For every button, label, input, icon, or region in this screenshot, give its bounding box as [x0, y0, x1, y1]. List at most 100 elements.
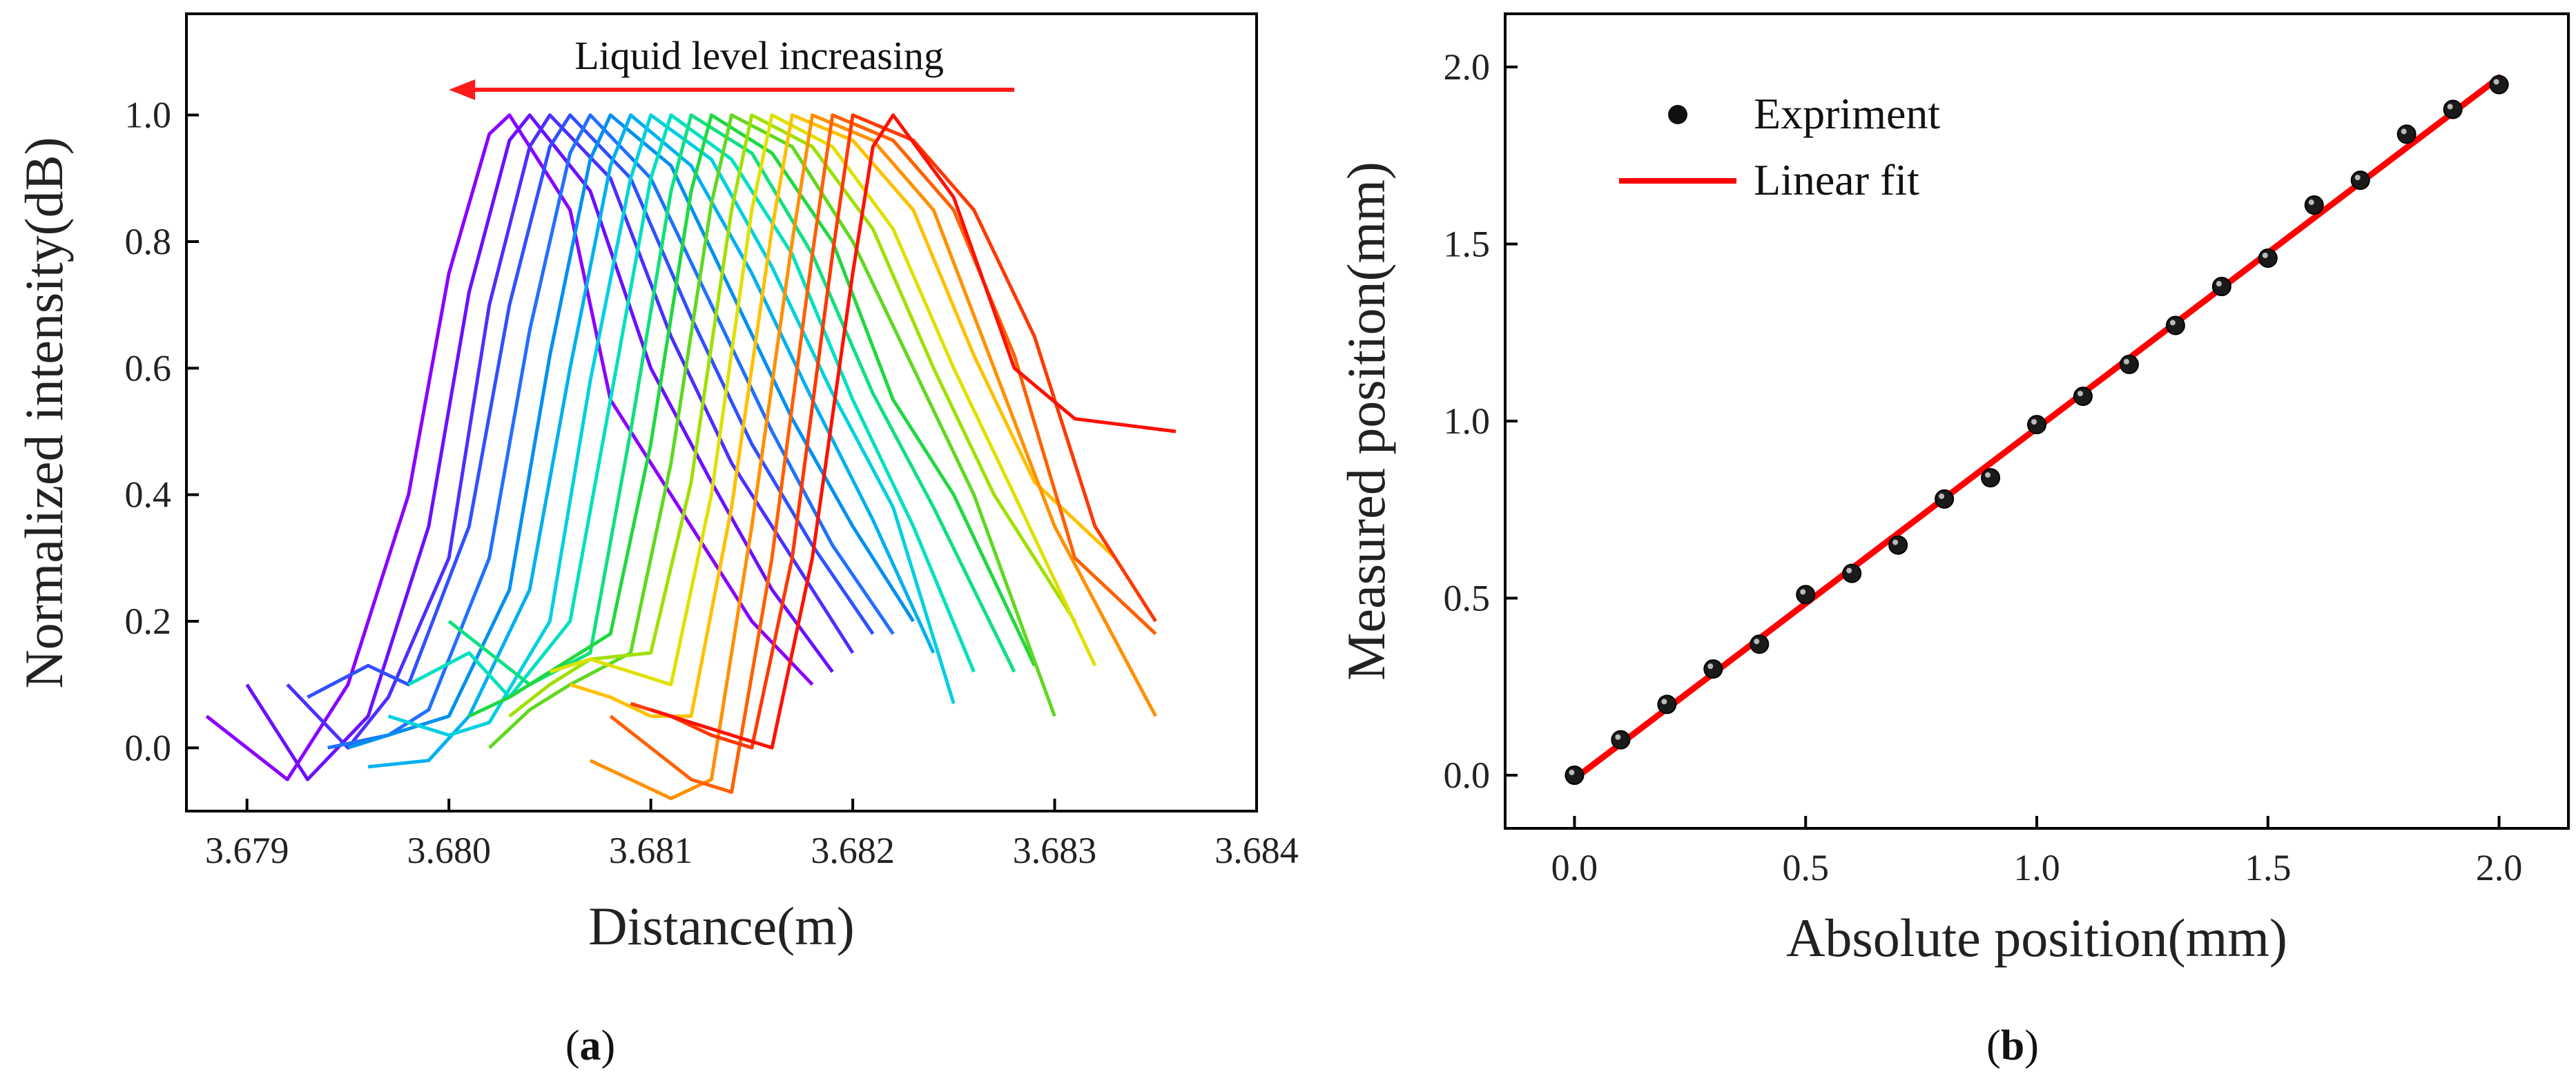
data-point-highlight [2077, 391, 2083, 397]
spectrum-curve-16 [589, 113, 1158, 801]
x-tick-label: 3.679 [205, 830, 289, 871]
panel-a-caption-letter: a [580, 1022, 601, 1069]
data-point [2350, 171, 2370, 191]
data-point-highlight [2493, 79, 2499, 85]
spectrum-curve-15 [569, 113, 1117, 718]
panel-a-x-label: Distance(m) [588, 896, 855, 956]
panel-a-series-group [205, 113, 1176, 801]
spectrum-curve-6 [347, 113, 915, 750]
y-tick-label: 0.5 [1444, 578, 1491, 619]
data-point-highlight [2216, 281, 2222, 287]
annotation-text: Liquid level increasing [574, 33, 944, 78]
spectrum-curve-9 [407, 113, 976, 699]
spectrum-curve-17 [609, 113, 1157, 794]
spectrum-curve-10 [447, 113, 1016, 687]
x-tick-label: 0.5 [1782, 847, 1829, 888]
panel-b-caption-letter: b [2001, 1022, 2024, 1069]
data-point [2119, 354, 2139, 374]
y-tick-label: 1.5 [1444, 223, 1491, 264]
data-point-highlight [2031, 419, 2037, 425]
data-point [2396, 124, 2417, 144]
x-tick-label: 3.680 [407, 830, 491, 871]
data-point [2258, 249, 2278, 268]
x-tick-label: 1.0 [2013, 847, 2060, 888]
data-point [2443, 99, 2463, 119]
data-point [1981, 468, 2001, 488]
data-point-highlight [2169, 320, 2176, 326]
x-tick-label: 0.0 [1551, 847, 1598, 888]
panel-a-y-label: Normalized intensity(dB) [14, 137, 74, 688]
spectrum-curve-14 [549, 113, 1097, 687]
x-tick-label: 2.0 [2476, 847, 2523, 888]
data-point [1611, 730, 1631, 750]
data-point-highlight [1754, 639, 1760, 645]
legend-label-expriment: Expriment [1754, 89, 1940, 138]
data-point-highlight [2123, 358, 2129, 364]
data-point-highlight [2262, 253, 2268, 258]
x-tick-label: 3.684 [1214, 830, 1299, 871]
data-point [2165, 315, 2185, 335]
spectrum-curve-18 [630, 113, 1157, 750]
spectrum-curve-11 [468, 113, 1036, 718]
data-point [1565, 766, 1585, 786]
data-point-highlight [1800, 589, 1806, 595]
spectrum-curve-13 [508, 113, 1076, 718]
data-point-highlight [1661, 699, 1667, 705]
panel-b-y-label: Measured position(mm) [1336, 162, 1396, 681]
legend-marker-expriment [1668, 105, 1687, 124]
data-point-highlight [1892, 539, 1899, 545]
x-tick-label: 1.5 [2245, 847, 2292, 888]
y-tick-label: 0.0 [125, 727, 172, 768]
y-tick-label: 0.6 [125, 347, 172, 389]
panel-b-chart: 0.0 0.5 1.0 1.5 2.0 0.0 0.5 1.0 1.5 2.0 Exprimen… [1336, 12, 2570, 1069]
panel-b-x-label: Absolute position(mm) [1786, 908, 2287, 968]
data-point [2489, 75, 2509, 95]
data-point [1888, 535, 1908, 555]
data-point [1703, 659, 1723, 679]
panel-a-y-ticks: 0.0 0.2 0.4 0.6 0.8 1.0 [125, 95, 199, 768]
data-point-highlight [1846, 567, 1852, 574]
panel-b-x-ticks: 0.0 0.5 1.0 1.5 2.0 [1551, 816, 2523, 888]
spectrum-curve-3 [286, 113, 855, 750]
y-tick-label: 0.8 [125, 221, 172, 262]
y-tick-label: 2.0 [1444, 46, 1491, 88]
legend-label-linear-fit: Linear fit [1754, 155, 1919, 204]
annotation-arrow-head [449, 79, 476, 100]
panel-a-chart: 3.679 3.680 3.681 3.682 3.683 3.684 0.0 0.2 0.4… [14, 12, 1299, 1069]
panel-b-caption: (b) [1986, 1022, 2039, 1069]
panel-a-x-ticks: 3.679 3.680 3.681 3.682 3.683 3.684 [205, 799, 1299, 871]
data-point [2073, 387, 2093, 407]
data-point-highlight [2401, 128, 2407, 135]
panel-a-frame [185, 12, 1258, 812]
data-point [1935, 489, 1955, 509]
panel-b-legend: Expriment Linear fit [1619, 89, 1940, 204]
data-point [2304, 195, 2324, 215]
data-point-highlight [1707, 663, 1714, 670]
y-tick-label: 1.0 [125, 95, 172, 136]
spectrum-curve-19 [650, 113, 1176, 750]
x-tick-label: 3.682 [811, 830, 895, 871]
data-point-highlight [1985, 472, 1991, 478]
spectrum-curve-2 [245, 113, 834, 781]
data-point [1750, 634, 1770, 654]
spectrum-curve-8 [387, 113, 956, 737]
data-point-highlight [1615, 734, 1621, 740]
data-point [1657, 694, 1677, 714]
data-point [1842, 563, 1862, 583]
data-point-highlight [1569, 770, 1575, 776]
data-point-highlight [2447, 104, 2453, 110]
y-tick-label: 0.2 [125, 601, 172, 642]
x-tick-label: 3.683 [1013, 830, 1097, 871]
panel-b-points [1565, 75, 2509, 786]
y-tick-label: 0.0 [1444, 754, 1491, 796]
data-point-highlight [2354, 175, 2361, 181]
data-point [2211, 277, 2231, 297]
panel-b-y-ticks: 0.0 0.5 1.0 1.5 2.0 [1444, 46, 1518, 796]
spectrum-curve-12 [487, 113, 1056, 750]
data-point-highlight [1939, 493, 1945, 499]
data-point [1796, 585, 1816, 605]
spectrum-curve-5 [327, 113, 895, 750]
data-point-highlight [2308, 199, 2314, 206]
y-tick-label: 0.4 [125, 474, 172, 516]
